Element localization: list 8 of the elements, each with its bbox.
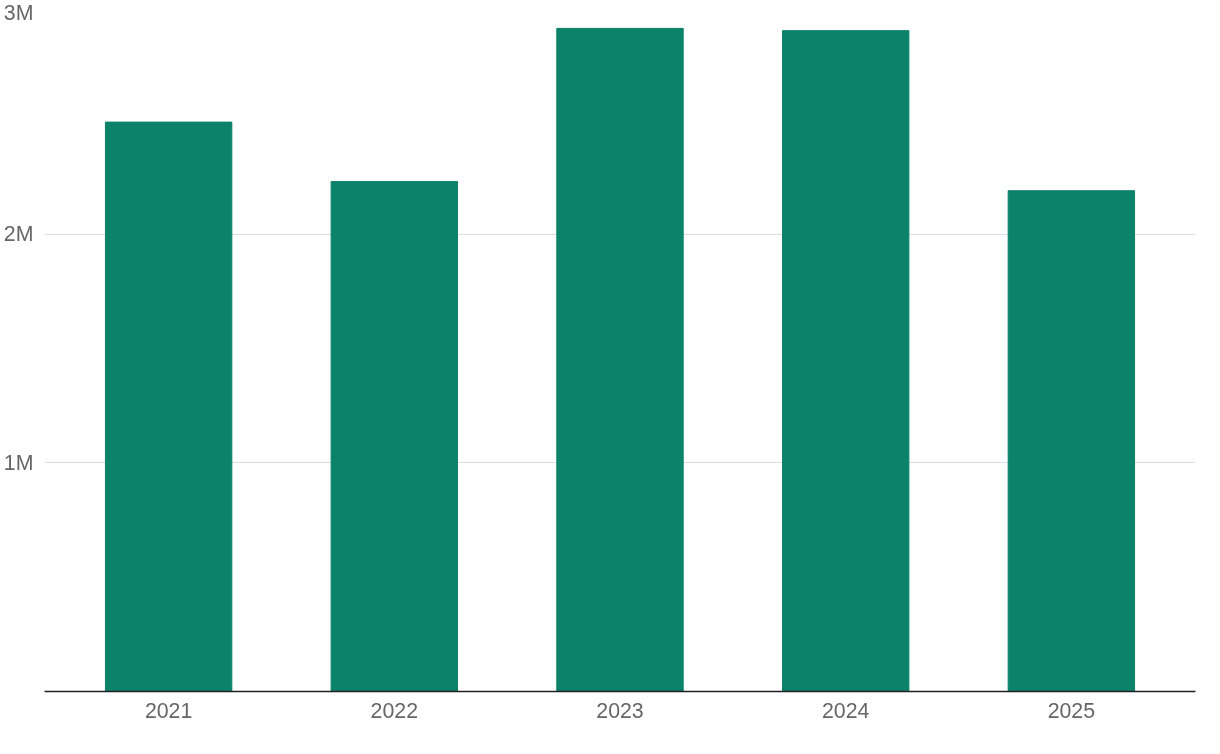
y-tick-label: 2M <box>3 222 34 247</box>
x-tick-label: 2023 <box>596 698 644 723</box>
x-tick-label: 2021 <box>144 698 193 723</box>
x-tick-label: 2025 <box>1047 698 1096 723</box>
y-tick-label: 3M <box>3 0 34 25</box>
y-tick-label: 1M <box>3 450 34 475</box>
x-tick-label: 2022 <box>370 698 419 723</box>
x-tick-label: 2024 <box>821 698 870 723</box>
